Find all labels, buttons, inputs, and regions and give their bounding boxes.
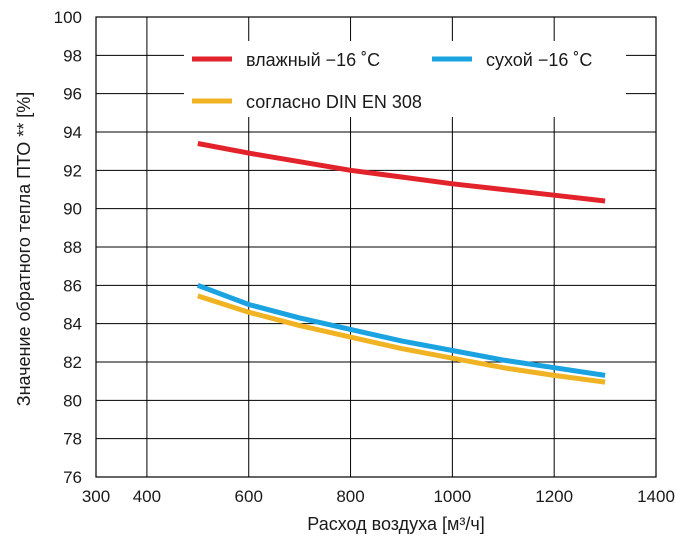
x-tick-label: 1400 xyxy=(637,487,675,506)
series-layer xyxy=(196,141,606,385)
y-tick-label: 78 xyxy=(63,430,82,449)
plot-frame xyxy=(95,16,657,478)
series-line-3 xyxy=(197,293,606,385)
legend-label-3: согласно DIN EN 308 xyxy=(246,92,422,112)
x-tick-label: 1000 xyxy=(433,487,471,506)
x-tick-label: 300 xyxy=(82,487,110,506)
y-tick-label: 84 xyxy=(63,315,82,334)
legend-background xyxy=(184,41,626,117)
y-tick-label: 86 xyxy=(63,276,82,295)
y-tick-label: 100 xyxy=(54,8,82,27)
y-tick-label: 98 xyxy=(63,46,82,65)
x-tick-label: 400 xyxy=(133,487,161,506)
x-tick-label: 800 xyxy=(336,487,364,506)
tick-labels: 300 400 600 800 1000 1200 1400 76 78 80 82 84 86 88 90… xyxy=(54,8,675,506)
legend-label-2: сухой −16 ˚C xyxy=(486,50,592,70)
y-tick-label: 90 xyxy=(63,200,82,219)
y-tick-label: 96 xyxy=(63,85,82,104)
legend: влажный −16 ˚C сухой −16 ˚C согласно DIN E… xyxy=(184,41,626,117)
y-tick-label: 82 xyxy=(63,353,82,372)
x-tick-label: 600 xyxy=(235,487,263,506)
x-tick-label: 1200 xyxy=(535,487,573,506)
y-tick-label: 94 xyxy=(63,123,82,142)
series-line-1 xyxy=(197,141,606,204)
legend-label-1: влажный −16 ˚C xyxy=(246,50,380,70)
y-tick-label: 76 xyxy=(63,468,82,487)
y-axis-label: Значение обратного тепла ПТО ** [%] xyxy=(14,92,34,407)
x-axis-label: Расход воздуха [м³/ч] xyxy=(307,514,484,534)
series-line-2 xyxy=(196,282,606,378)
y-tick-label: 80 xyxy=(63,391,82,410)
y-tick-label: 88 xyxy=(63,238,82,257)
y-tick-label: 92 xyxy=(63,161,82,180)
